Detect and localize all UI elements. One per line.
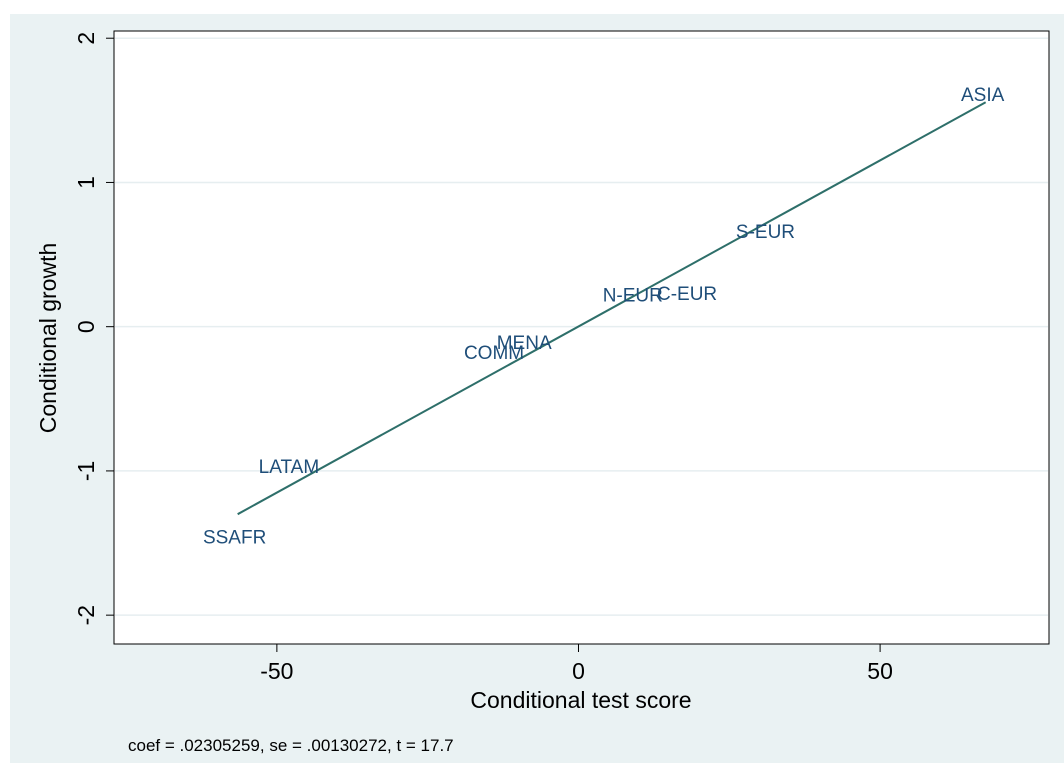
point-label: SSAFR bbox=[203, 528, 266, 549]
fit-line bbox=[237, 101, 987, 516]
y-tick-label: 1 bbox=[73, 176, 99, 189]
chart-frame: ASIA S-EUR N-EUR C-EUR MENA COMM LATAM SSAFR -5… bbox=[10, 14, 1064, 763]
gridlines bbox=[115, 37, 1048, 616]
fit-line-group bbox=[237, 101, 987, 516]
point-label: LATAM bbox=[259, 457, 320, 478]
point-label: S-EUR bbox=[736, 222, 795, 243]
point-label: N-EUR bbox=[603, 285, 663, 306]
y-axis: -2 -1 0 1 2 bbox=[73, 32, 114, 625]
x-tick-label: 0 bbox=[572, 658, 585, 684]
point-label: MENA bbox=[497, 333, 552, 354]
y-tick-label: 0 bbox=[73, 320, 99, 333]
regression-note: coef = .02305259, se = .00130272, t = 17… bbox=[128, 736, 454, 755]
y-tick-label: -2 bbox=[73, 605, 99, 625]
y-tick-label: -1 bbox=[73, 461, 99, 481]
x-tick-label: -50 bbox=[260, 658, 293, 684]
point-label: C-EUR bbox=[657, 284, 717, 305]
y-axis-label: Conditional growth bbox=[35, 243, 61, 434]
point-label: COMM bbox=[464, 343, 524, 364]
x-axis-label: Conditional test score bbox=[470, 687, 691, 713]
plot-area bbox=[113, 30, 1050, 645]
point-label: ASIA bbox=[961, 85, 1005, 106]
y-tick-label: 2 bbox=[73, 32, 99, 45]
x-axis: -50 0 50 bbox=[260, 644, 893, 684]
x-tick-label: 50 bbox=[867, 658, 893, 684]
